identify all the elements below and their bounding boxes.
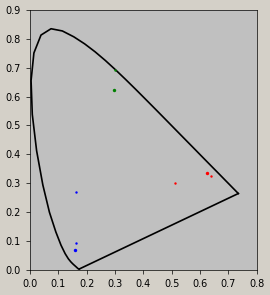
Point	[74, 240, 78, 245]
Point	[208, 174, 213, 178]
Point	[74, 189, 78, 194]
Point	[73, 248, 77, 253]
Point	[173, 181, 177, 186]
Point	[113, 68, 117, 73]
Point	[112, 88, 116, 93]
Point	[205, 171, 209, 176]
